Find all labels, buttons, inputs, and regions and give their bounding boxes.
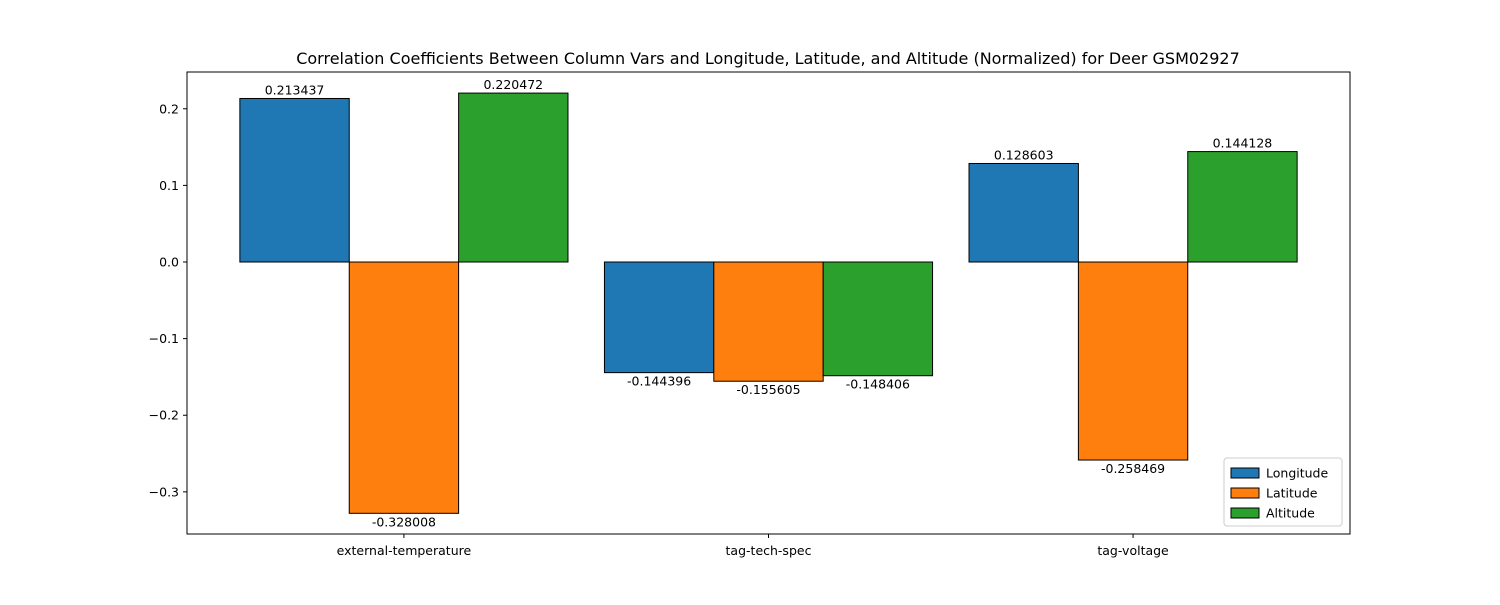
y-tick-label: −0.2 — [149, 408, 179, 423]
axes-layer: −0.3 −0.2 −0.1 0.0 0.1 0.2 external-temperatur… — [149, 71, 1351, 558]
bar-altitude-tag-tech-spec — [822, 261, 934, 377]
value-label: -0.155605 — [736, 382, 800, 397]
legend: Longitude Latitude Altitude — [1223, 457, 1343, 527]
chart-title: Correlation Coefficients Between Column … — [296, 49, 1240, 68]
value-labels-layer: 0.213437 -0.144396 0.128603 -0.328008 -0.155… — [265, 77, 1273, 529]
value-label: -0.144396 — [627, 374, 691, 389]
y-tick-label: 0.0 — [159, 255, 179, 270]
bar-latitude-tag-tech-spec — [713, 261, 824, 382]
bar-altitude-tag-voltage — [1187, 151, 1298, 263]
legend-label-longitude: Longitude — [1266, 466, 1328, 481]
value-label: 0.213437 — [265, 82, 325, 97]
bar-longitude-tag-tech-spec — [603, 261, 715, 374]
legend-swatch-latitude — [1230, 487, 1260, 499]
y-tick-label: −0.3 — [149, 484, 179, 499]
x-tick-label: external-temperature — [337, 543, 472, 558]
legend-label-latitude: Latitude — [1266, 486, 1318, 501]
bar-longitude-tag-voltage — [968, 162, 1079, 263]
value-label: -0.148406 — [846, 377, 910, 392]
y-tick-label: −0.1 — [149, 331, 179, 346]
bar-latitude-external-temperature — [348, 261, 460, 514]
legend-swatch-longitude — [1230, 467, 1260, 479]
value-label: -0.258469 — [1101, 461, 1165, 476]
value-label: 0.144128 — [1213, 136, 1273, 151]
bar-altitude-external-temperature — [458, 92, 569, 263]
bar-longitude-external-temperature — [239, 97, 350, 263]
x-tick-label: tag-tech-spec — [726, 543, 812, 558]
bars-layer — [239, 92, 1298, 514]
value-label: 0.220472 — [483, 77, 543, 92]
y-tick-label: 0.2 — [159, 101, 179, 116]
legend-swatch-altitude — [1230, 507, 1260, 519]
value-label: 0.128603 — [994, 147, 1054, 162]
x-tick-label: tag-voltage — [1097, 543, 1169, 558]
legend-label-altitude: Altitude — [1266, 506, 1315, 521]
bar-latitude-tag-voltage — [1077, 261, 1189, 461]
value-label: -0.328008 — [372, 514, 436, 529]
y-tick-label: 0.1 — [159, 178, 179, 193]
